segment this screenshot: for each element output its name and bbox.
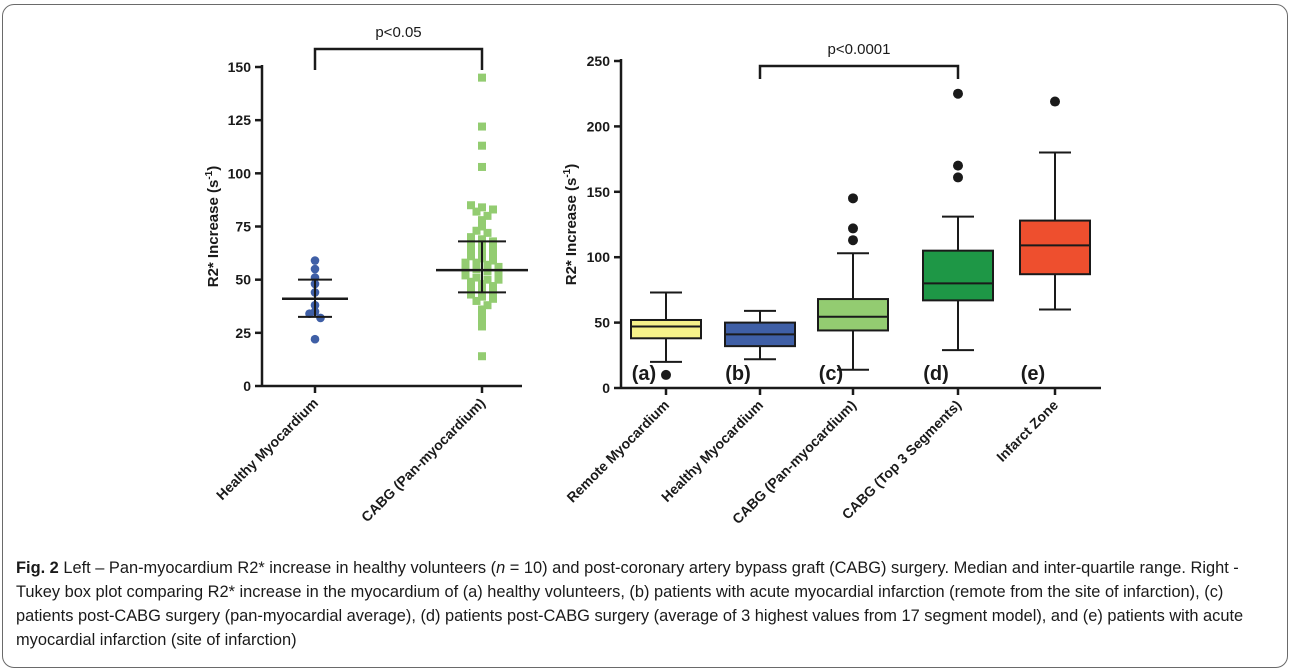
left-data-point <box>467 233 475 242</box>
left-y-tick-label: 25 <box>235 325 251 341</box>
left-data-point <box>489 243 497 252</box>
box-outlier <box>953 160 963 171</box>
left-data-point <box>472 258 481 267</box>
box-outlier <box>953 172 963 183</box>
left-x-tick-label: CABG (Pan-myocardium) <box>358 395 488 525</box>
left-data-point <box>310 256 320 265</box>
right-y-tick-label: 100 <box>587 249 611 265</box>
box-outlier <box>848 223 858 234</box>
left-data-point <box>310 264 320 274</box>
right-y-tick-label: 50 <box>594 315 610 331</box>
left-significance-label: p<0.05 <box>375 24 421 41</box>
left-data-point <box>478 141 486 150</box>
left-data-point <box>483 260 492 269</box>
left-data-point <box>472 207 481 216</box>
left-data-point <box>489 282 497 291</box>
right-x-tick-label: Infarct Zone <box>993 397 1061 465</box>
left-data-point <box>478 352 486 361</box>
left-data-point <box>305 309 314 318</box>
box-outlier <box>953 88 963 99</box>
left-data-point <box>478 122 486 131</box>
right-x-tick-label: Healthy Myocardium <box>658 397 766 505</box>
box-body <box>1019 219 1091 276</box>
left-data-point <box>489 256 497 265</box>
caption-n: n <box>496 559 506 577</box>
right-significance-label: p<0.0001 <box>828 41 891 58</box>
left-data-point <box>489 250 497 259</box>
left-y-tick-label: 50 <box>235 272 251 288</box>
left-significance-bracket <box>313 47 484 70</box>
left-x-tick-label: Healthy Myocardium <box>213 395 321 503</box>
left-data-point <box>467 245 475 254</box>
right-chart: 0 50 100 150 200 250 Remote MyocardiumHealthy … <box>562 41 1101 527</box>
left-data-point <box>478 318 486 327</box>
left-data-point <box>478 203 486 212</box>
box-group-label: (e) <box>1021 363 1045 385</box>
left-data-point <box>467 284 475 293</box>
caption-label: Fig. 2 <box>16 559 59 577</box>
left-data-point <box>467 290 475 299</box>
left-data-point <box>478 322 486 331</box>
left-y-tick-label: 125 <box>228 112 252 128</box>
figure-caption: Fig. 2 Left – Pan-myocardium R2* increas… <box>16 556 1278 652</box>
left-data-point <box>489 294 497 303</box>
box-outlier <box>848 235 858 246</box>
box-body <box>922 249 994 302</box>
box-group-label: (a) <box>632 363 656 385</box>
right-y-tick-label: 200 <box>587 118 611 134</box>
right-y-tick-label: 0 <box>602 380 610 396</box>
left-data-point <box>472 273 481 282</box>
left-y-tick-label: 100 <box>228 165 252 181</box>
figure-charts: 0 25 50 75 100 125 150 Healthy Myocardium CABG (… <box>204 24 1101 527</box>
right-significance-bracket <box>758 64 960 79</box>
left-data-point <box>472 226 481 235</box>
box-outlier <box>661 369 671 380</box>
left-y-tick-label: 0 <box>243 378 251 394</box>
left-data-point <box>478 311 486 320</box>
left-data-point <box>489 205 497 214</box>
right-x-tick-label: Remote Myocardium <box>563 397 672 506</box>
box-body <box>817 298 889 332</box>
left-data-point <box>483 211 492 220</box>
box-outlier <box>848 193 858 204</box>
left-data-point <box>494 269 503 278</box>
caption-text-1: Left – Pan-myocardium R2* increase in he… <box>58 559 497 577</box>
caption-text-2: = 10) and post-coronary artery bypass gr… <box>16 559 1244 649</box>
box-group-label: (b) <box>725 363 751 385</box>
left-data-point <box>478 73 486 82</box>
right-y-axis-label: R2* Increase (s-1) <box>562 164 580 285</box>
left-data-point <box>483 228 492 237</box>
right-y-tick-label: 250 <box>587 53 611 69</box>
left-data-point <box>467 277 475 286</box>
right-x-tick-label: CABG (Top 3 Segments) <box>839 397 965 523</box>
left-data-point <box>472 296 481 305</box>
left-data-point <box>494 262 503 271</box>
left-data-point <box>310 334 320 344</box>
left-data-point <box>483 301 492 310</box>
left-data-point <box>316 313 325 323</box>
left-chart: 0 25 50 75 100 125 150 Healthy Myocardium CABG (… <box>204 24 528 525</box>
left-y-axis-label: R2* Increase (s-1) <box>204 166 222 287</box>
left-y-tick-label: 150 <box>228 59 252 75</box>
box-group-label: (c) <box>819 363 843 385</box>
left-y-tick-label: 75 <box>235 219 251 235</box>
left-data-point <box>478 162 486 171</box>
left-data-point <box>478 216 486 225</box>
right-y-tick-label: 150 <box>587 184 611 200</box>
left-data-point <box>461 271 470 280</box>
left-data-point <box>478 222 486 231</box>
left-data-point <box>467 201 475 210</box>
box-body <box>630 318 702 340</box>
left-data-point <box>483 275 492 284</box>
box-group-label: (d) <box>923 363 949 385</box>
left-data-point <box>494 275 503 284</box>
left-data-point <box>461 258 470 267</box>
left-data-point <box>467 252 475 261</box>
left-data-point <box>478 292 486 301</box>
left-data-point <box>478 305 486 314</box>
left-data-point <box>478 235 486 244</box>
left-data-point <box>467 239 475 248</box>
box-outlier <box>1050 96 1060 107</box>
